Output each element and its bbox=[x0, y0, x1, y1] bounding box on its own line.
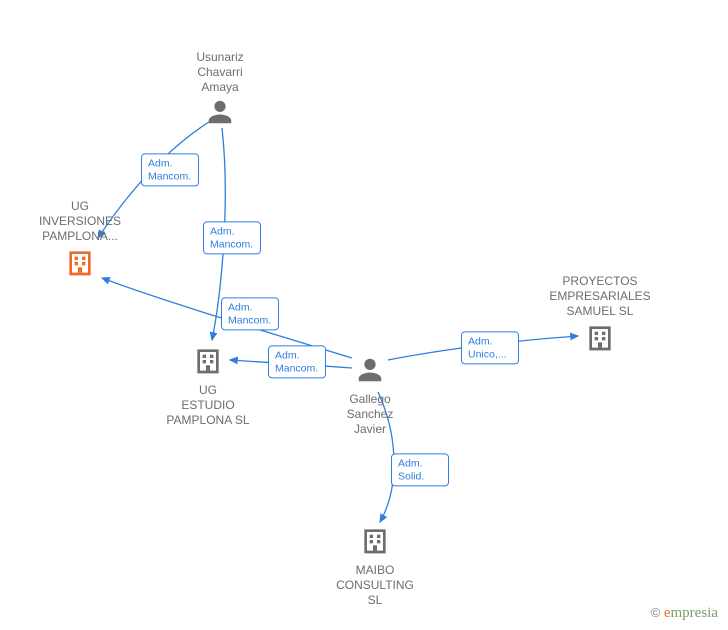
person-icon bbox=[355, 355, 385, 390]
node-label: Usunariz Chavarri Amaya bbox=[160, 50, 280, 95]
node-label: UG ESTUDIO PAMPLONA SL bbox=[148, 383, 268, 428]
node-usunariz[interactable]: Usunariz Chavarri Amaya bbox=[160, 50, 280, 132]
node-label: MAIBO CONSULTING SL bbox=[315, 563, 435, 608]
node-maibo[interactable]: MAIBO CONSULTING SL bbox=[315, 524, 435, 608]
credit: © empresia bbox=[651, 605, 718, 622]
node-label: Gallego Sanchez Javier bbox=[310, 392, 430, 437]
building-icon bbox=[584, 321, 616, 358]
copyright-symbol: © bbox=[651, 605, 661, 620]
edge-label: Adm. Mancom. bbox=[268, 345, 326, 378]
network-diagram: Usunariz Chavarri Amaya UG INVERSIONES PA… bbox=[0, 0, 728, 630]
brand-rest: mpresia bbox=[671, 605, 718, 621]
node-label: PROYECTOS EMPRESARIALES SAMUEL SL bbox=[540, 274, 660, 319]
edge-label: Adm. Unico,... bbox=[461, 331, 519, 364]
node-ug_estudio[interactable]: UG ESTUDIO PAMPLONA SL bbox=[148, 344, 268, 428]
building-icon bbox=[192, 344, 224, 381]
edge-label: Adm. Mancom. bbox=[203, 221, 261, 254]
building-icon bbox=[359, 524, 391, 561]
edge-label: Adm. Mancom. bbox=[221, 297, 279, 330]
node-proyectos[interactable]: PROYECTOS EMPRESARIALES SAMUEL SL bbox=[540, 274, 660, 358]
node-label: UG INVERSIONES PAMPLONA... bbox=[20, 199, 140, 244]
person-icon bbox=[205, 97, 235, 132]
building-icon bbox=[64, 246, 96, 283]
node-gallego[interactable]: Gallego Sanchez Javier bbox=[310, 355, 430, 437]
node-ug_inversiones[interactable]: UG INVERSIONES PAMPLONA... bbox=[20, 199, 140, 283]
edge-label: Adm. Solid. bbox=[391, 453, 449, 486]
edge-label: Adm. Mancom. bbox=[141, 153, 199, 186]
brand-first-letter: e bbox=[664, 605, 671, 621]
